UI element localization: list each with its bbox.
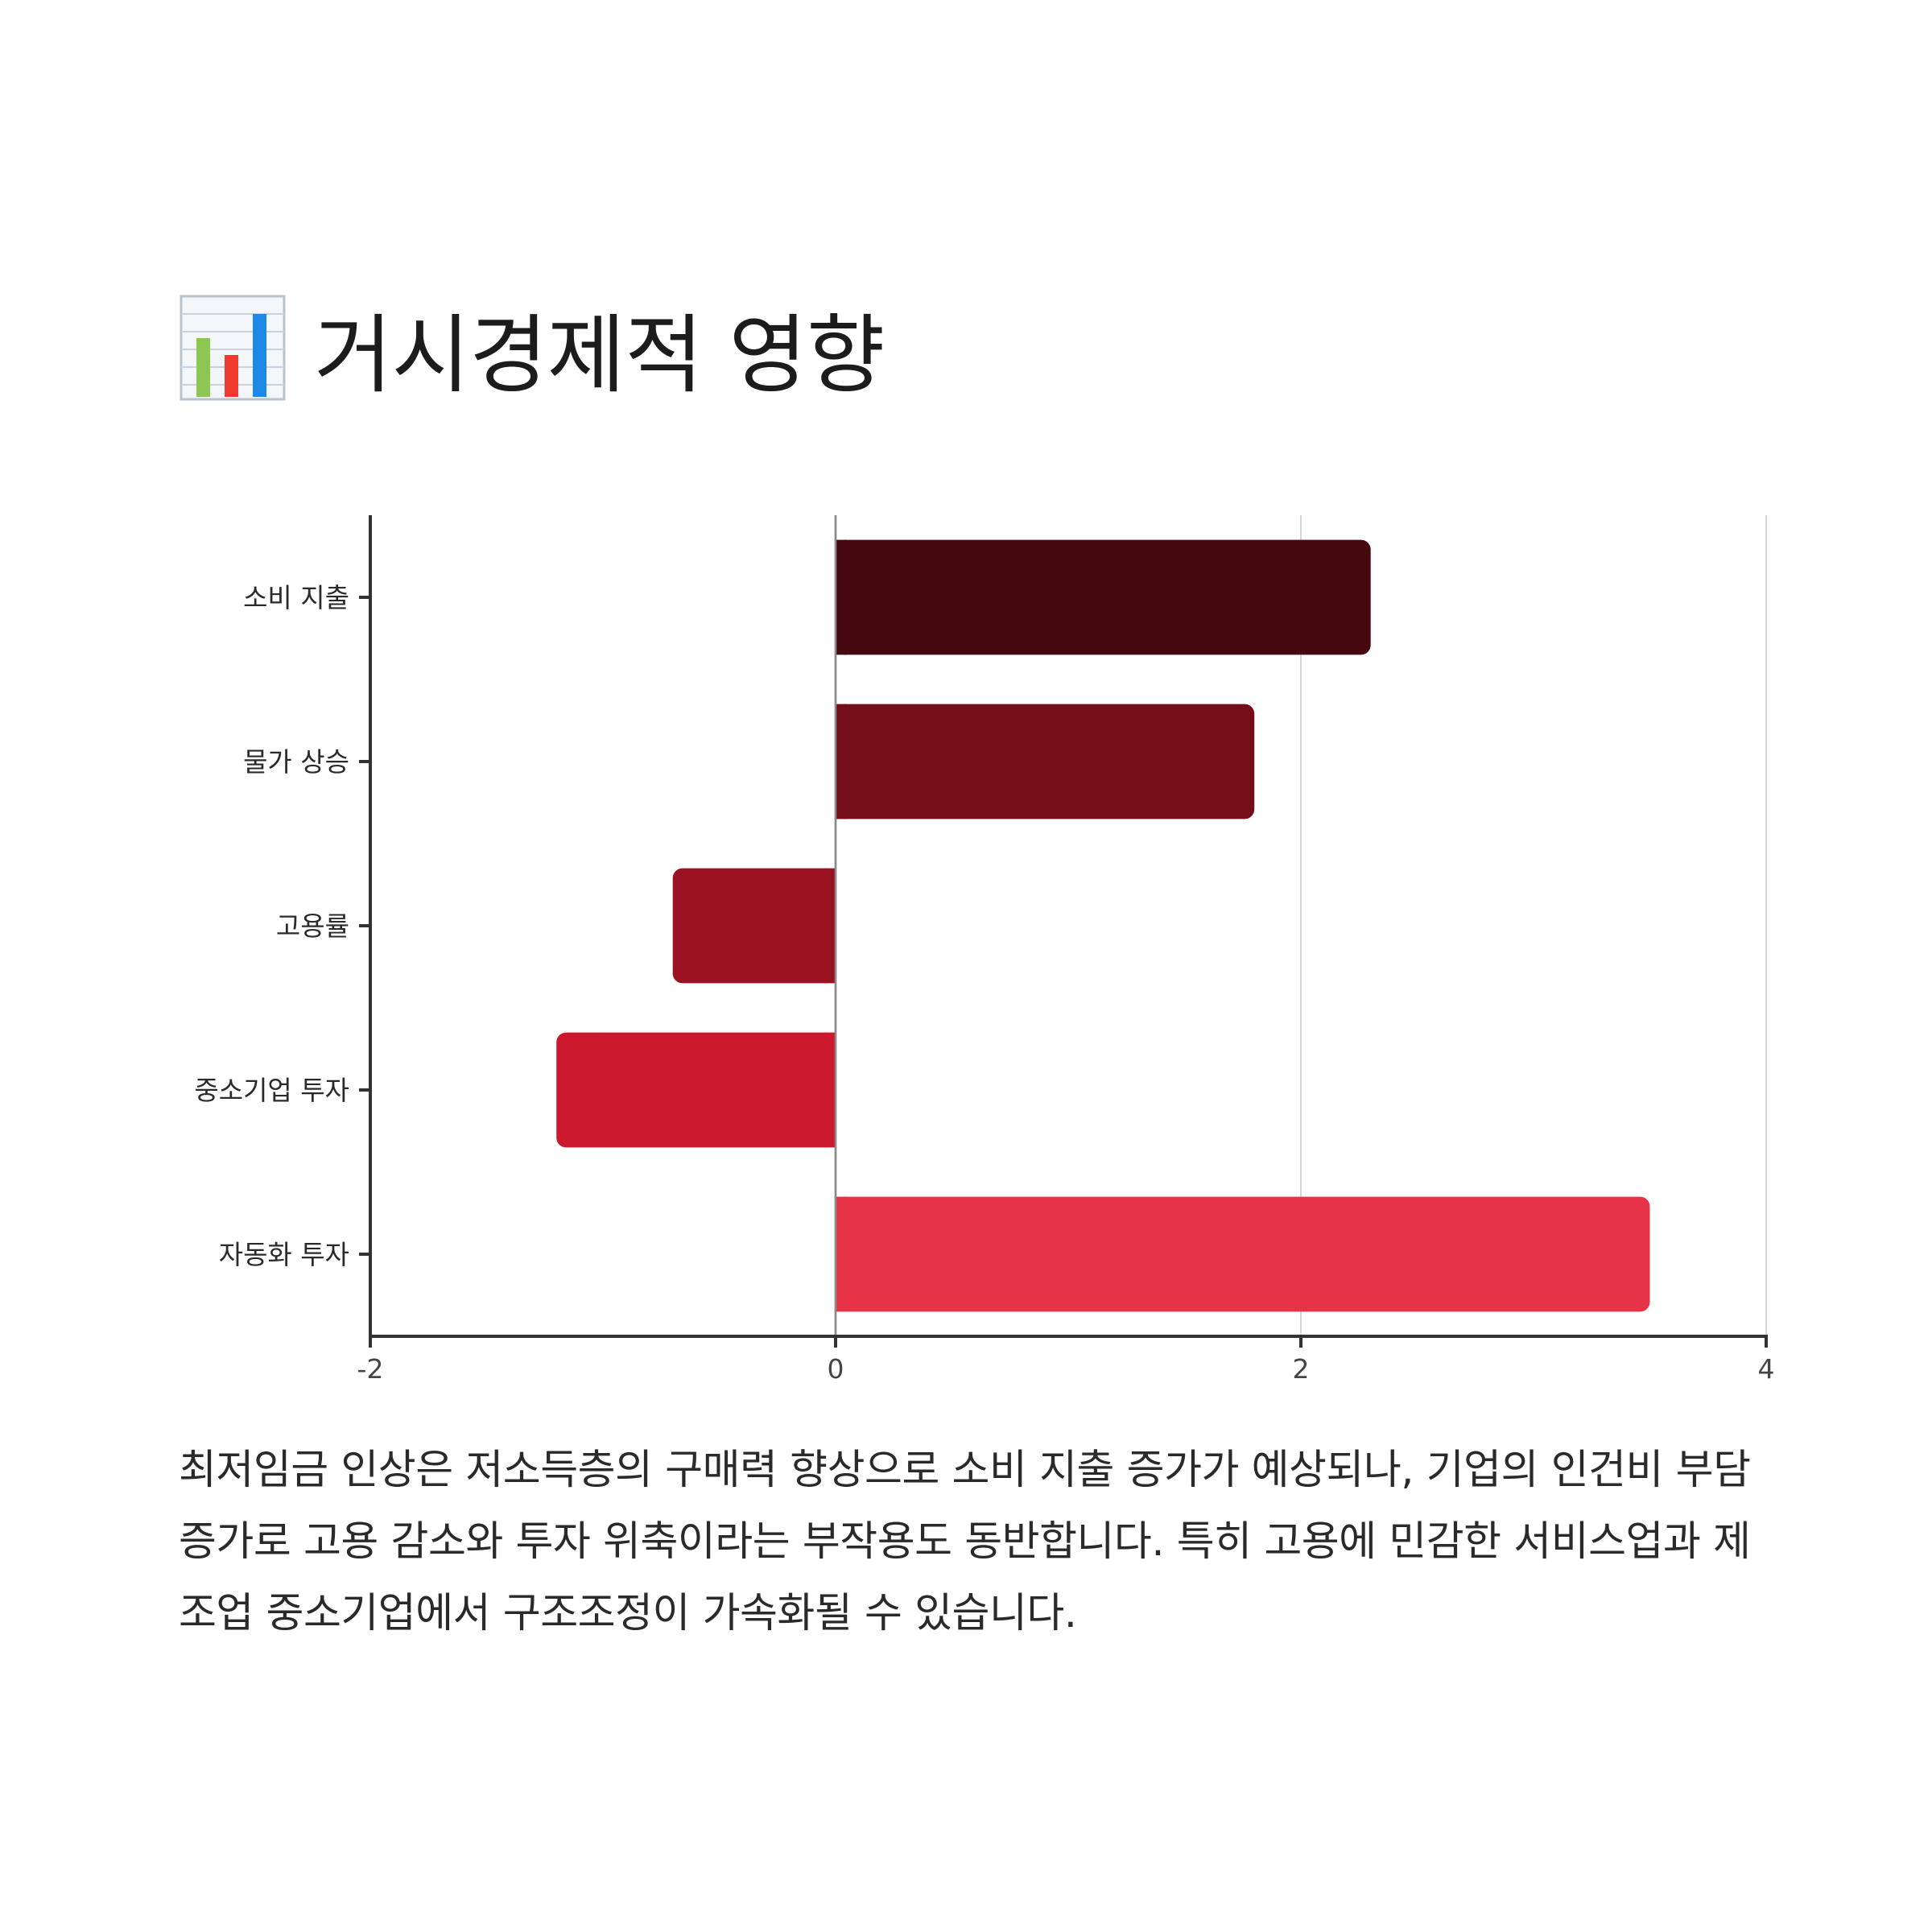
bar — [672, 868, 836, 984]
y-tick-label: 고용률 — [276, 910, 349, 942]
x-tick-label: 0 — [828, 1353, 844, 1385]
page-title: 거시경제적 영향 — [314, 306, 885, 405]
bar — [836, 704, 1255, 819]
bar-base — [824, 1032, 836, 1148]
description-paragraph: 최저임금 인상은 저소득층의 구매력 향상으로 소비 지출 증가가 예상되나, … — [179, 1447, 1751, 1637]
bar-base — [824, 868, 836, 984]
bar-chart-icon — [180, 295, 286, 401]
y-tick-label: 중소기업 투자 — [194, 1075, 349, 1106]
bar-base — [836, 1196, 847, 1312]
y-tick-label: 소비 지출 — [243, 582, 349, 613]
x-tick-label: 2 — [1293, 1353, 1310, 1385]
page-title-row: 거시경제적 영향 — [179, 291, 885, 405]
y-tick-label: 자동화 투자 — [219, 1239, 349, 1270]
bar — [836, 539, 1371, 655]
bar-base — [836, 539, 847, 655]
bar — [836, 1196, 1650, 1312]
y-tick-label: 물가 상승 — [243, 746, 349, 778]
bar — [556, 1032, 836, 1148]
x-tick-label: 4 — [1758, 1353, 1775, 1385]
bar-base — [836, 704, 847, 819]
x-tick-label: -2 — [357, 1353, 384, 1385]
